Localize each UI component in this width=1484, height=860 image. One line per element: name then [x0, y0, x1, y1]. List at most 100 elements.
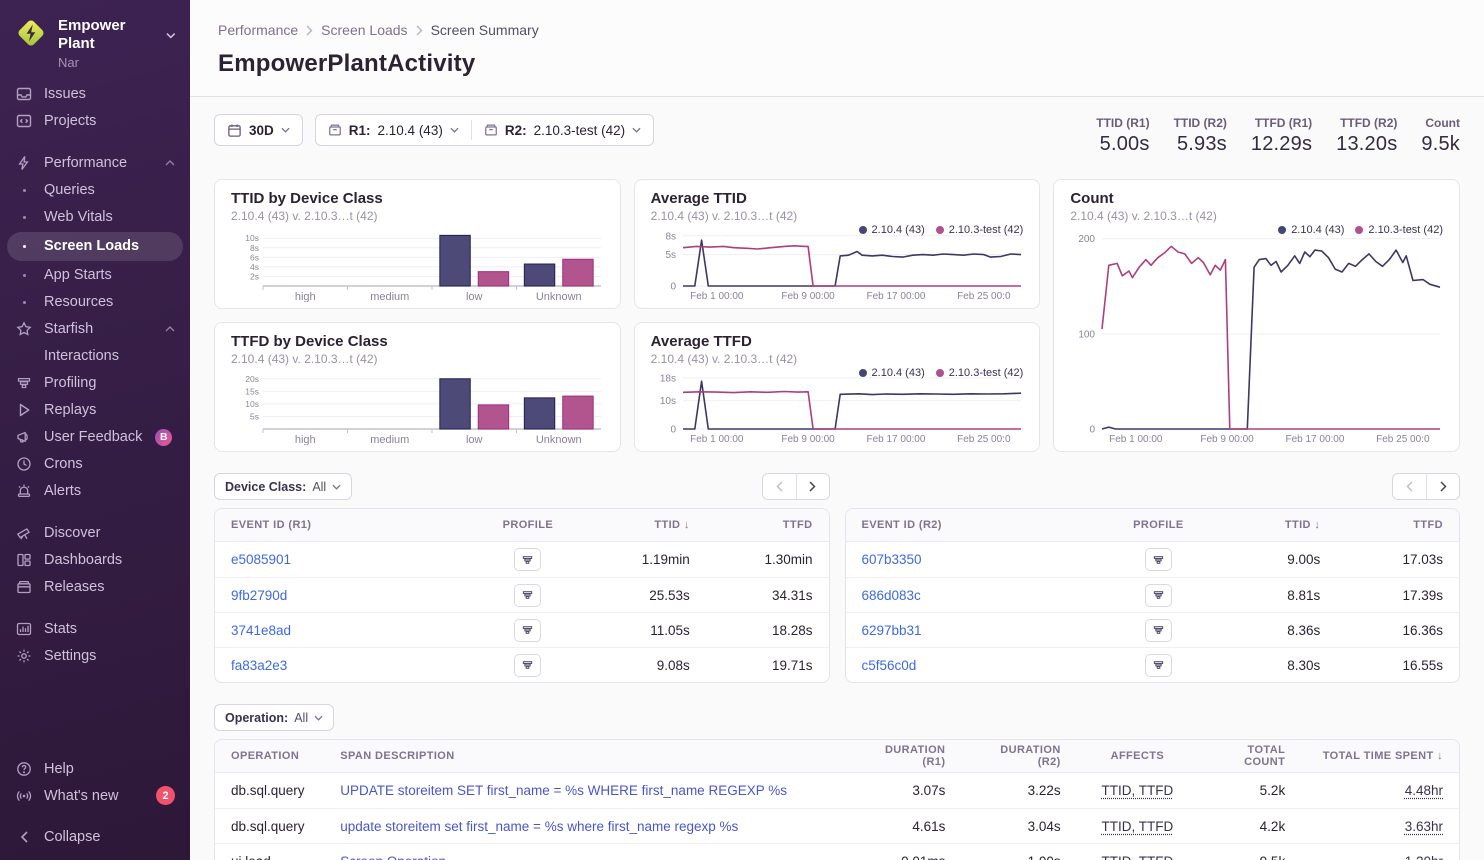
- sidebar-item-label: Performance: [44, 155, 128, 172]
- sidebar-item-whats-new[interactable]: What's new 2: [0, 782, 190, 809]
- profile-button[interactable]: [1144, 548, 1172, 571]
- column-header-ttid[interactable]: TTID ↓: [1213, 509, 1337, 542]
- sidebar-item-resources[interactable]: Resources: [0, 289, 190, 316]
- release-r2-button[interactable]: R2: 2.10.3-test (42): [472, 115, 653, 145]
- column-header-ttfd[interactable]: TTFD: [705, 509, 829, 542]
- event-id-link[interactable]: 9fb2790d: [231, 587, 288, 603]
- profile-button[interactable]: [514, 583, 542, 607]
- event-id-link[interactable]: 686d083c: [861, 587, 921, 603]
- average-ttid-card: Average TTID 2.10.4 (43) v. 2.10.3…t (42…: [633, 179, 1041, 309]
- column-header-duration-r1[interactable]: Duration (R1): [846, 740, 962, 773]
- sidebar-item-dashboards[interactable]: Dashboards: [0, 547, 190, 574]
- svg-text:4s: 4s: [250, 262, 259, 272]
- column-header-span-description[interactable]: Span Description: [324, 740, 847, 773]
- count-chart: 0 100 200 Feb 1 00:00 Feb 9 00:00 Feb 17 00:0…: [1070, 225, 1443, 445]
- sidebar-item-help[interactable]: Help: [0, 755, 190, 782]
- column-header-affects[interactable]: Affects: [1076, 740, 1199, 773]
- sidebar-item-label: Collapse: [44, 828, 101, 845]
- sidebar-item-alerts[interactable]: Alerts: [0, 478, 190, 505]
- event-id-link[interactable]: e5085901: [231, 552, 292, 567]
- breadcrumb-screen-loads[interactable]: Screen Loads: [321, 22, 408, 38]
- next-page-button[interactable]: [1426, 474, 1459, 499]
- event-id-link[interactable]: 607b3350: [861, 552, 922, 567]
- profile-button[interactable]: [1144, 618, 1172, 642]
- svg-text:Feb 1 00:00: Feb 1 00:00: [1109, 434, 1163, 445]
- column-header-total-count[interactable]: Total Count: [1198, 740, 1302, 773]
- device-class-value: All: [312, 479, 327, 494]
- sidebar-item-crons[interactable]: Crons: [0, 451, 190, 478]
- sidebar-item-stats[interactable]: Stats: [0, 616, 190, 643]
- affects-value[interactable]: TTID, TTFD: [1101, 783, 1174, 798]
- sidebar-item-starfish[interactable]: Starfish: [0, 316, 190, 343]
- bullet-icon: [15, 215, 33, 219]
- svg-text:Feb 25 00:0: Feb 25 00:0: [1376, 434, 1430, 445]
- sidebar-collapse-button[interactable]: Collapse: [0, 823, 190, 850]
- sidebar-item-user-feedback[interactable]: User Feedback B: [0, 424, 190, 451]
- sidebar-item-label: Settings: [44, 648, 97, 665]
- page-header: Performance Screen Loads Screen Summary …: [190, 0, 1484, 97]
- sidebar-item-profiling[interactable]: Profiling: [0, 370, 190, 397]
- operation-filter-button[interactable]: Operation: All: [214, 704, 335, 731]
- event-id-link[interactable]: fa83a2e3: [231, 657, 288, 673]
- column-header-event-id[interactable]: Event ID (R1): [215, 509, 473, 542]
- breadcrumb-performance[interactable]: Performance: [218, 22, 299, 38]
- sidebar-item-queries[interactable]: Queries: [0, 177, 190, 204]
- profile-button[interactable]: [1144, 583, 1172, 607]
- sidebar-item-releases[interactable]: Releases: [0, 574, 190, 601]
- sidebar-item-app-starts[interactable]: App Starts: [0, 262, 190, 289]
- profile-button[interactable]: [1144, 653, 1172, 677]
- column-header-total-time-spent[interactable]: Total Time Spent ↓: [1301, 740, 1459, 773]
- inbox-icon: [15, 86, 33, 102]
- svg-text:10s: 10s: [660, 396, 676, 407]
- event-id-link[interactable]: 6297bb31: [861, 622, 922, 638]
- svg-text:10s: 10s: [245, 399, 259, 409]
- column-header-duration-r2[interactable]: Duration (R2): [961, 740, 1077, 773]
- column-header-profile[interactable]: Profile: [1103, 509, 1214, 542]
- previous-page-button[interactable]: [762, 474, 796, 499]
- span-description-link[interactable]: Screen Operation: [340, 854, 446, 860]
- sidebar: Empower Plant Nar Issues Projects Perfor…: [0, 0, 190, 860]
- column-header-ttid[interactable]: TTID ↓: [583, 509, 706, 542]
- sidebar-item-replays[interactable]: Replays: [0, 397, 190, 424]
- column-header-event-id[interactable]: Event ID (R2): [845, 509, 1104, 542]
- date-range-button[interactable]: 30D: [214, 114, 303, 146]
- column-header-ttfd[interactable]: TTFD: [1336, 509, 1459, 542]
- sort-desc-icon: ↓: [1437, 750, 1443, 762]
- total-time-value[interactable]: 1.20hr: [1405, 854, 1443, 860]
- sidebar-item-projects[interactable]: Projects: [0, 108, 190, 135]
- table-row: e5085901 1.19min 1.30min: [215, 542, 829, 577]
- metric-ttid-r1: TTID (R1) 5.00s: [1096, 116, 1150, 155]
- sidebar-item-discover[interactable]: Discover: [0, 520, 190, 547]
- span-description-link[interactable]: update storeitem set first_name = %s whe…: [340, 818, 739, 834]
- affects-value[interactable]: TTID, TTFD: [1101, 854, 1173, 860]
- span-description-link[interactable]: UPDATE storeitem SET first_name = %s WHE…: [340, 783, 787, 798]
- sidebar-item-issues[interactable]: Issues: [0, 81, 190, 108]
- total-time-value[interactable]: 4.48hr: [1404, 783, 1443, 798]
- profile-button[interactable]: [514, 548, 542, 571]
- affects-value[interactable]: TTID, TTFD: [1101, 818, 1174, 834]
- sidebar-item-label: Replays: [44, 402, 97, 419]
- sidebar-item-settings[interactable]: Settings: [0, 643, 190, 670]
- next-page-button[interactable]: [795, 474, 829, 499]
- sidebar-item-interactions[interactable]: Interactions: [0, 343, 190, 370]
- legend-label-r2: 2.10.3-test (42): [948, 224, 1024, 236]
- sidebar-item-web-vitals[interactable]: Web Vitals: [0, 204, 190, 231]
- column-header-operation[interactable]: Operation: [215, 740, 325, 773]
- profile-button[interactable]: [514, 653, 542, 677]
- ttfd-value: 18.28s: [705, 612, 829, 647]
- org-switcher[interactable]: Empower Plant Nar: [0, 12, 190, 81]
- release-r1-button[interactable]: R1: 2.10.4 (43): [316, 115, 471, 145]
- org-name: Empower Plant: [58, 17, 126, 52]
- total-time-value[interactable]: 3.63hr: [1404, 818, 1443, 834]
- device-class-filter-button[interactable]: Device Class: All: [214, 473, 353, 500]
- column-header-profile[interactable]: Profile: [472, 509, 584, 542]
- event-id-link[interactable]: 3741e8ad: [231, 622, 292, 638]
- sidebar-item-label: User Feedback: [44, 429, 143, 446]
- event-id-link[interactable]: c5f56c0d: [861, 657, 917, 673]
- sidebar-item-performance[interactable]: Performance: [0, 150, 190, 177]
- svg-text:Feb 17 00:00: Feb 17 00:00: [866, 291, 925, 302]
- previous-page-button[interactable]: [1393, 474, 1426, 499]
- sidebar-item-screen-loads[interactable]: Screen Loads: [7, 231, 183, 261]
- r1-events-table: Event ID (R1) Profile TTID ↓ TTFD e50859…: [214, 508, 830, 683]
- profile-button[interactable]: [514, 618, 542, 642]
